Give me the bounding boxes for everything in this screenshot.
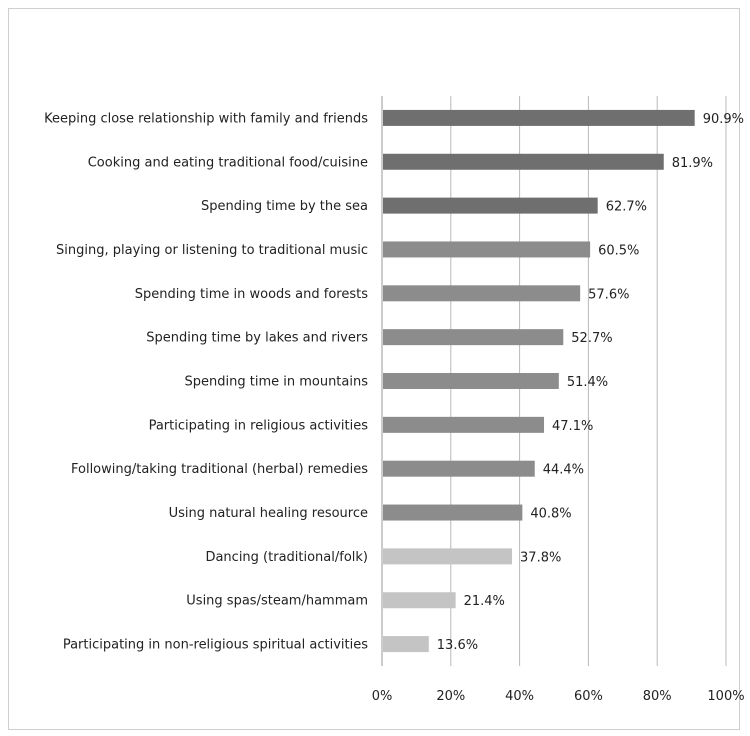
bar-8 bbox=[383, 460, 535, 477]
bar-5 bbox=[383, 329, 564, 346]
bar-3 bbox=[383, 241, 591, 258]
bar-1 bbox=[383, 153, 664, 170]
x-tick-label-100: 100% bbox=[707, 689, 744, 704]
category-label-8: Following/taking traditional (herbal) re… bbox=[71, 462, 368, 477]
value-label-6: 51.4% bbox=[567, 375, 608, 390]
value-label-3: 60.5% bbox=[598, 243, 639, 258]
x-tick-label-0: 0% bbox=[372, 689, 393, 704]
category-label-4: Spending time in woods and forests bbox=[135, 287, 368, 302]
category-label-10: Dancing (traditional/folk) bbox=[205, 550, 368, 565]
category-label-12: Participating in non-religious spiritual… bbox=[63, 638, 368, 653]
bar-7 bbox=[383, 416, 545, 433]
category-label-7: Participating in religious activities bbox=[149, 418, 369, 433]
bar-10 bbox=[383, 548, 513, 565]
value-label-9: 40.8% bbox=[530, 507, 571, 522]
bar-4 bbox=[383, 285, 581, 302]
x-tick-label-60: 60% bbox=[574, 689, 603, 704]
value-label-1: 81.9% bbox=[672, 156, 713, 171]
value-label-0: 90.9% bbox=[703, 112, 744, 127]
bar-0 bbox=[383, 109, 695, 126]
category-label-5: Spending time by lakes and rivers bbox=[146, 331, 368, 346]
value-labels: 90.9% 81.9% 62.7% 60.5% 57.6% 52.7% 51.4% 47.1%… bbox=[437, 112, 744, 653]
category-label-6: Spending time in mountains bbox=[185, 375, 369, 390]
category-labels: Keeping close relationship with family a… bbox=[44, 111, 368, 652]
x-tick-labels: 0% 20% 40% 60% 80% 100% bbox=[372, 689, 745, 704]
x-tick-label-40: 40% bbox=[505, 689, 534, 704]
value-label-7: 47.1% bbox=[552, 419, 593, 434]
bar-11 bbox=[383, 592, 456, 609]
grid-lines bbox=[381, 96, 727, 666]
category-label-11: Using spas/steam/hammam bbox=[186, 594, 368, 609]
bar-12 bbox=[383, 636, 429, 653]
value-label-12: 13.6% bbox=[437, 638, 478, 653]
bar-2 bbox=[383, 197, 598, 214]
chart-frame bbox=[8, 8, 740, 730]
x-tick-label-80: 80% bbox=[643, 689, 672, 704]
category-label-9: Using natural healing resource bbox=[169, 506, 368, 521]
value-label-5: 52.7% bbox=[571, 331, 612, 346]
category-label-2: Spending time by the sea bbox=[201, 199, 368, 214]
category-label-3: Singing, playing or listening to traditi… bbox=[56, 243, 368, 258]
bar-9 bbox=[383, 504, 523, 521]
category-label-1: Cooking and eating traditional food/cuis… bbox=[88, 155, 368, 170]
category-label-0: Keeping close relationship with family a… bbox=[44, 111, 368, 126]
bar-6 bbox=[383, 373, 559, 389]
bars bbox=[383, 109, 695, 653]
value-label-11: 21.4% bbox=[464, 594, 505, 609]
value-label-4: 57.6% bbox=[588, 287, 629, 302]
value-label-2: 62.7% bbox=[606, 200, 647, 215]
value-label-8: 44.4% bbox=[543, 463, 584, 478]
x-tick-label-20: 20% bbox=[436, 689, 465, 704]
value-label-10: 37.8% bbox=[520, 550, 561, 565]
